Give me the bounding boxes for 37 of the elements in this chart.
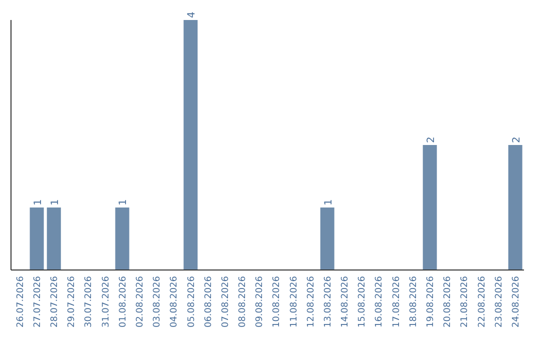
x-tick-label: 14.08.2026	[340, 276, 351, 328]
x-tick-label: 11.08.2026	[289, 276, 300, 328]
x-tick-label: 09.08.2026	[255, 276, 266, 328]
x-tick-label: 30.07.2026	[84, 276, 94, 328]
x-tick-label: 29.07.2026	[67, 276, 78, 328]
x-tick-label: 15.08.2026	[358, 276, 368, 328]
x-tick-label: 17.08.2026	[392, 276, 402, 328]
x-tick-label: 12.08.2026	[306, 276, 316, 328]
data-label: 2	[511, 136, 522, 143]
x-tick-label: 27.07.2026	[32, 276, 43, 328]
data-label: 2	[426, 136, 437, 143]
data-label: 4	[186, 12, 198, 18]
data-label: 1	[118, 199, 130, 206]
x-tick-label: 01.08.2026	[118, 276, 128, 328]
x-tick-label: 16.08.2026	[374, 276, 385, 328]
x-tick-label: 10.08.2026	[272, 276, 282, 328]
data-label: 1	[323, 199, 334, 206]
x-tick-label: 07.08.2026	[220, 276, 231, 328]
x-tick-label: 04.08.2026	[170, 276, 180, 328]
x-tick-label: 13.08.2026	[323, 276, 334, 328]
x-tick-label: 06.08.2026	[204, 276, 214, 328]
x-tick-label: 02.08.2026	[135, 276, 146, 328]
x-tick-label: 03.08.2026	[152, 276, 163, 328]
x-tick-label: 19.08.2026	[426, 276, 436, 328]
x-tick-label: 26.07.2026	[16, 276, 26, 328]
x-tick-label: 05.08.2026	[186, 276, 197, 328]
x-tick-label: 28.07.2026	[50, 276, 60, 328]
data-label: 1	[50, 199, 61, 206]
x-tick-label: 20.08.2026	[443, 276, 454, 328]
x-tick-label: 08.08.2026	[238, 276, 248, 328]
x-tick-label: 21.08.2026	[460, 276, 470, 328]
x-tick-label: 24.08.2026	[511, 276, 522, 328]
x-tick-label: 18.08.2026	[408, 276, 419, 328]
x-tick-label: 22.08.2026	[477, 276, 488, 328]
x-tick-label: 31.07.2026	[101, 276, 112, 328]
x-tick-label: 23.08.2026	[494, 276, 504, 328]
data-label: 1	[32, 199, 44, 206]
